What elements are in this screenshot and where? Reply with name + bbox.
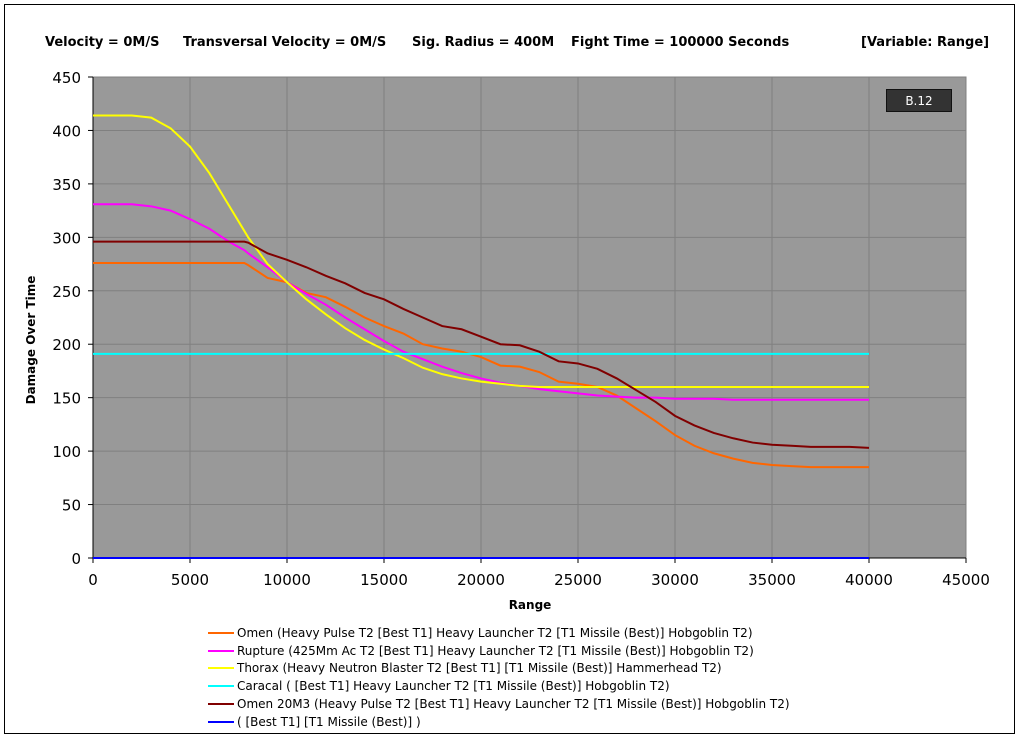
legend-swatch [208,649,234,652]
legend-swatch [208,631,234,634]
plot-area [92,76,967,559]
series-line-4 [93,240,870,449]
version-badge: B.12 [886,89,952,112]
x-tick-label: 25000 [554,571,602,589]
legend: Omen (Heavy Pulse T2 [Best T1] Heavy Lau… [208,624,790,731]
legend-item: Caracal ( [Best T1] Heavy Launcher T2 [T… [208,677,790,695]
legend-swatch [208,685,234,688]
legend-label: Thorax (Heavy Neutron Blaster T2 [Best T… [237,661,722,676]
legend-item: Thorax (Heavy Neutron Blaster T2 [Best T… [208,660,790,678]
y-tick-label: 150 [52,390,81,408]
legend-label: Omen (Heavy Pulse T2 [Best T1] Heavy Lau… [237,625,753,640]
x-tick-label: 35000 [748,571,796,589]
legend-label: Caracal ( [Best T1] Heavy Launcher T2 [T… [237,679,670,694]
x-tick-label: 30000 [651,571,699,589]
x-axis-title: Range [509,598,552,612]
y-tick-label: 400 [52,122,81,140]
series-line-2 [93,114,869,388]
legend-swatch [208,720,234,723]
legend-label: ( [Best T1] [T1 Missile (Best)] ) [237,714,421,729]
fight-time-label: Fight Time = 100000 Seconds [571,35,790,50]
transversal-velocity-label: Transversal Velocity = 0M/S [183,35,387,50]
sig-radius-label: Sig. Radius = 400M [412,35,555,50]
legend-item: ( [Best T1] [T1 Missile (Best)] ) [208,713,790,731]
y-axis-title: Damage Over Time [24,276,38,405]
legend-swatch [208,667,234,670]
y-tick-label: 350 [52,176,81,194]
velocity-label: Velocity = 0M/S [45,35,160,50]
y-tick-label: 300 [52,229,81,247]
y-tick-label: 450 [52,69,81,87]
x-tick-label: 10000 [263,571,311,589]
series-line-0 [93,261,869,469]
y-tick-label: 0 [71,550,81,568]
legend-item: Rupture (425Mm Ac T2 [Best T1] Heavy Lau… [208,642,790,660]
series-line-1 [93,203,869,401]
legend-label: Omen 20M3 (Heavy Pulse T2 [Best T1] Heav… [237,697,790,712]
x-tick-label: 15000 [360,571,408,589]
y-tick-label: 50 [62,497,81,515]
x-tick-label: 45000 [942,571,990,589]
x-tick-label: 40000 [845,571,893,589]
legend-label: Rupture (425Mm Ac T2 [Best T1] Heavy Lau… [237,643,754,658]
x-tick-label: 5000 [171,571,209,589]
chart-frame [4,4,1015,734]
legend-swatch [208,703,234,706]
y-tick-label: 250 [52,283,81,301]
x-tick-label: 20000 [457,571,505,589]
y-tick-label: 100 [52,443,81,461]
variable-label: [Variable: Range] [861,35,990,50]
legend-item: Omen (Heavy Pulse T2 [Best T1] Heavy Lau… [208,624,790,642]
y-tick-label: 200 [52,336,81,354]
x-tick-label: 0 [88,571,98,589]
legend-item: Omen 20M3 (Heavy Pulse T2 [Best T1] Heav… [208,695,790,713]
